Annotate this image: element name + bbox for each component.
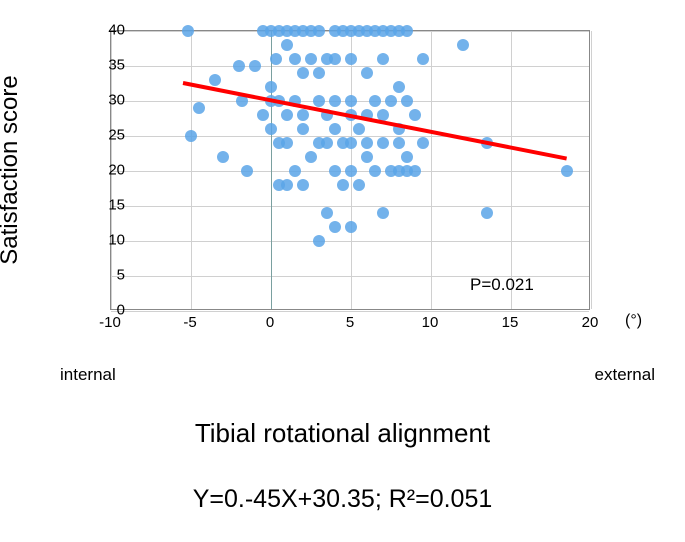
- data-point: [281, 39, 293, 51]
- data-point: [329, 165, 341, 177]
- gridline-v: [511, 31, 512, 309]
- data-point: [401, 151, 413, 163]
- x-tick-label: -10: [99, 314, 121, 331]
- trend-line: [183, 81, 568, 161]
- y-tick-label: 10: [90, 232, 125, 249]
- gridline-v: [191, 31, 192, 309]
- data-point: [393, 81, 405, 93]
- data-point: [329, 53, 341, 65]
- data-point: [481, 207, 493, 219]
- data-point: [345, 165, 357, 177]
- data-point: [329, 221, 341, 233]
- gridline-h: [111, 206, 589, 207]
- data-point: [329, 95, 341, 107]
- data-point: [305, 53, 317, 65]
- y-tick-label: 5: [90, 267, 125, 284]
- gridline-h: [111, 66, 589, 67]
- y-tick-label: 40: [90, 22, 125, 39]
- data-point: [249, 60, 261, 72]
- data-point: [361, 67, 373, 79]
- data-point: [385, 95, 397, 107]
- data-point: [417, 53, 429, 65]
- x-tick-label: 20: [582, 314, 599, 331]
- data-point: [321, 207, 333, 219]
- data-point: [313, 235, 325, 247]
- data-point: [217, 151, 229, 163]
- data-point: [265, 123, 277, 135]
- data-point: [377, 207, 389, 219]
- data-point: [353, 123, 365, 135]
- data-point: [561, 165, 573, 177]
- y-axis-title: Satisfaction score: [0, 75, 24, 264]
- data-point: [233, 60, 245, 72]
- data-point: [313, 67, 325, 79]
- data-point: [345, 95, 357, 107]
- data-point: [321, 137, 333, 149]
- data-point: [289, 165, 301, 177]
- data-point: [281, 109, 293, 121]
- zero-line: [271, 31, 272, 309]
- data-point: [369, 165, 381, 177]
- data-point: [241, 165, 253, 177]
- data-point: [345, 137, 357, 149]
- data-point: [209, 74, 221, 86]
- data-point: [329, 123, 341, 135]
- data-point: [257, 109, 269, 121]
- data-point: [337, 179, 349, 191]
- data-point: [393, 137, 405, 149]
- data-point: [401, 25, 413, 37]
- data-point: [457, 39, 469, 51]
- data-point: [305, 151, 317, 163]
- x-tick-label: -5: [183, 314, 196, 331]
- p-value-label: P=0.021: [470, 275, 534, 295]
- x-axis-unit: (°): [625, 312, 642, 330]
- x-tick-label: 10: [422, 314, 439, 331]
- data-point: [377, 53, 389, 65]
- external-label: external: [595, 365, 655, 385]
- x-tick-label: 15: [502, 314, 519, 331]
- data-point: [313, 95, 325, 107]
- data-point: [361, 151, 373, 163]
- gridline-v: [431, 31, 432, 309]
- data-point: [297, 123, 309, 135]
- data-point: [401, 95, 413, 107]
- data-point: [297, 109, 309, 121]
- data-point: [313, 25, 325, 37]
- data-point: [297, 179, 309, 191]
- data-point: [409, 109, 421, 121]
- data-point: [289, 53, 301, 65]
- data-point: [281, 179, 293, 191]
- gridline-v: [591, 31, 592, 309]
- y-tick-label: 35: [90, 57, 125, 74]
- data-point: [185, 130, 197, 142]
- data-point: [409, 165, 421, 177]
- data-point: [182, 25, 194, 37]
- x-axis-title: Tibial rotational alignment: [0, 418, 685, 449]
- regression-equation: Y=0.-45X+30.35; R²=0.051: [0, 485, 685, 514]
- data-point: [369, 95, 381, 107]
- x-tick-label: 5: [346, 314, 354, 331]
- internal-label: internal: [60, 365, 116, 385]
- gridline-h: [111, 311, 589, 312]
- data-point: [270, 53, 282, 65]
- data-point: [193, 102, 205, 114]
- y-tick-label: 30: [90, 92, 125, 109]
- data-point: [417, 137, 429, 149]
- data-point: [361, 137, 373, 149]
- x-tick-label: 0: [266, 314, 274, 331]
- data-point: [377, 137, 389, 149]
- data-point: [265, 81, 277, 93]
- data-point: [297, 67, 309, 79]
- y-tick-label: 25: [90, 127, 125, 144]
- data-point: [353, 179, 365, 191]
- y-tick-label: 15: [90, 197, 125, 214]
- plot-area: [110, 30, 590, 310]
- y-tick-label: 20: [90, 162, 125, 179]
- scatter-chart: P=0.021 0510152025303540-10-505101520: [70, 20, 610, 340]
- data-point: [345, 221, 357, 233]
- gridline-h: [111, 241, 589, 242]
- data-point: [345, 53, 357, 65]
- data-point: [281, 137, 293, 149]
